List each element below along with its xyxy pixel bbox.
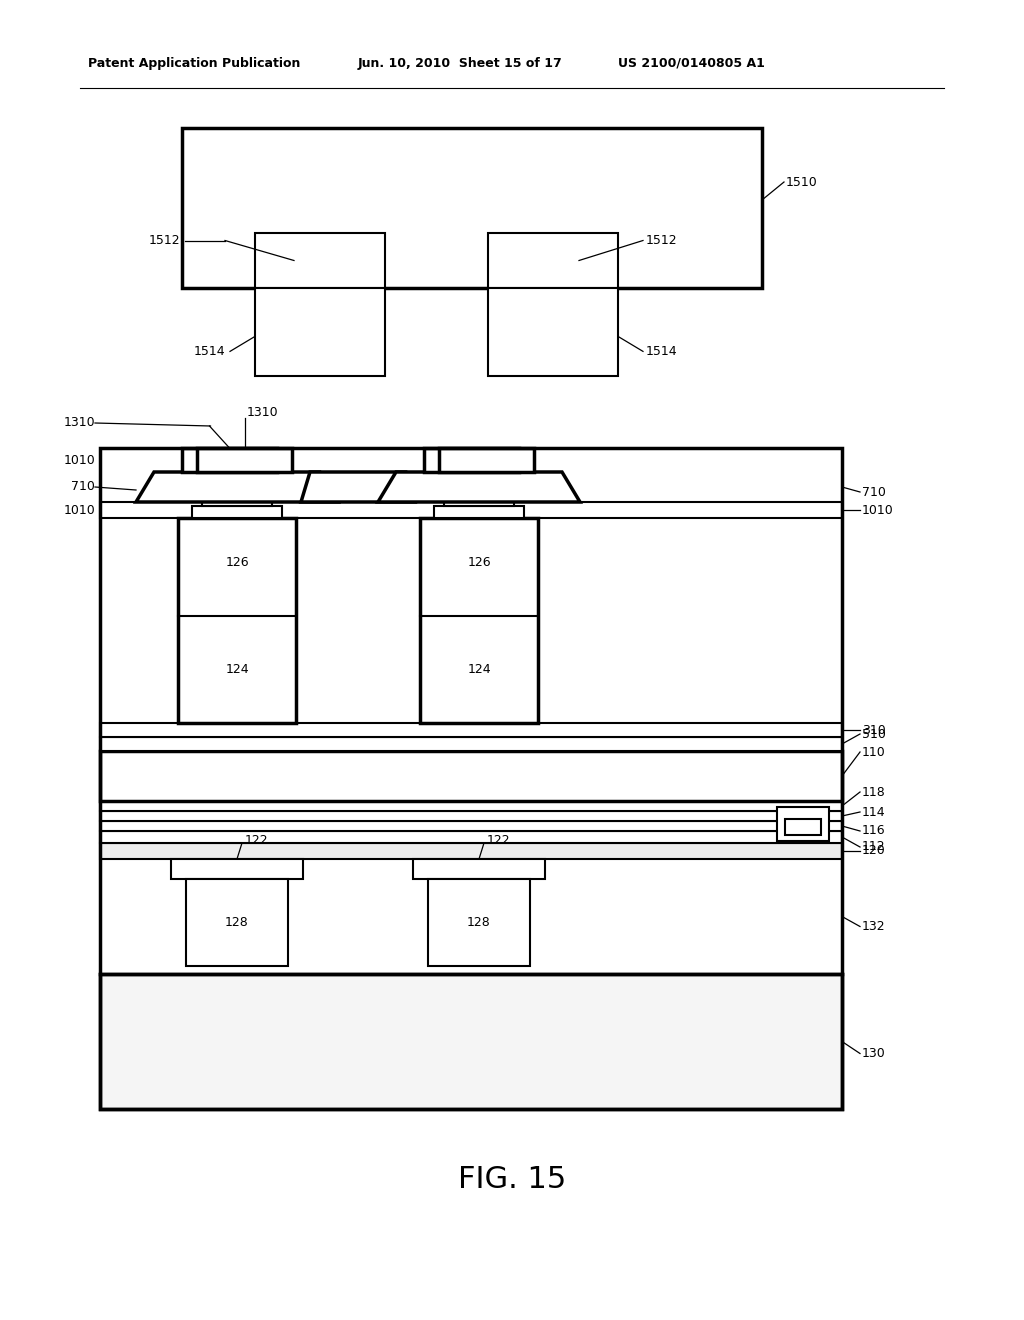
Text: 128: 128 [467,916,490,929]
Bar [197,447,292,473]
Bar [420,517,538,723]
Text: 116: 116 [862,825,886,837]
Text: 1514: 1514 [194,345,225,358]
Text: 510: 510 [862,727,886,741]
Text: 112: 112 [862,841,886,854]
Bar [202,498,272,506]
Text: 110: 110 [862,746,886,759]
Text: 124: 124 [225,663,249,676]
Bar [193,506,282,517]
Bar [100,723,842,737]
Text: 1514: 1514 [646,345,678,358]
Text: 114: 114 [862,805,886,818]
Bar [488,288,618,376]
Text: 710: 710 [862,486,886,499]
Bar [182,128,762,288]
Text: 310: 310 [862,723,886,737]
Bar [178,517,296,723]
Bar [100,737,842,751]
Text: Patent Application Publication: Patent Application Publication [88,57,300,70]
Text: 132: 132 [862,920,886,933]
Text: 1010: 1010 [63,454,95,466]
Text: US 2100/0140805 A1: US 2100/0140805 A1 [618,57,765,70]
Bar [434,506,524,517]
Bar [100,821,842,832]
Bar [186,879,288,966]
Bar [255,234,385,288]
Text: 1510: 1510 [786,176,818,189]
Text: FIG. 15: FIG. 15 [458,1164,566,1193]
Text: 1512: 1512 [148,234,180,247]
Bar [785,818,821,836]
Text: 120: 120 [862,845,886,858]
Bar [777,807,829,841]
Bar [182,447,278,473]
Text: 126: 126 [467,556,490,569]
Text: 122: 122 [487,834,511,847]
Bar [100,517,842,723]
Bar [100,447,842,1109]
Text: 1310: 1310 [247,407,279,420]
Text: 126: 126 [225,556,249,569]
Polygon shape [301,473,415,502]
Bar [171,859,303,879]
Text: 124: 124 [467,663,490,676]
Bar [424,447,519,473]
Bar [100,502,842,517]
Text: 118: 118 [862,785,886,799]
Text: 710: 710 [71,480,95,494]
Bar [439,447,534,473]
Text: 1310: 1310 [63,417,95,429]
Polygon shape [136,473,338,502]
Bar [100,974,842,1109]
Bar [100,751,842,801]
Bar [100,843,842,859]
Text: 130: 130 [862,1047,886,1060]
Bar [100,810,842,821]
Text: 1512: 1512 [646,234,678,247]
Bar [428,879,530,966]
Polygon shape [378,473,580,502]
Bar [413,859,545,879]
Bar [100,832,842,843]
Bar [444,498,514,506]
Bar [255,288,385,376]
Text: 1010: 1010 [862,503,894,516]
Text: Jun. 10, 2010  Sheet 15 of 17: Jun. 10, 2010 Sheet 15 of 17 [358,57,563,70]
Text: 1010: 1010 [63,503,95,516]
Bar [100,801,842,810]
Bar [488,234,618,288]
Text: 128: 128 [225,916,249,929]
Text: 122: 122 [245,834,268,847]
